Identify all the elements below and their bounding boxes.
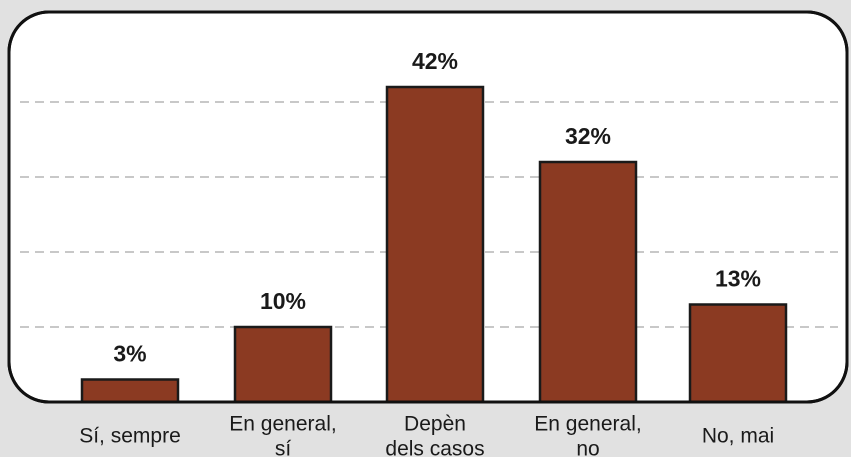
plot-border	[7, 10, 849, 404]
x-tick-label: No, mai	[702, 425, 774, 448]
x-tick-label: En general, no	[534, 412, 641, 457]
bar	[233, 325, 333, 404]
x-tick-label: En general, sí	[229, 412, 336, 457]
bar	[385, 85, 485, 404]
value-label: 3%	[113, 341, 146, 367]
bar	[80, 378, 180, 404]
bar	[688, 303, 788, 404]
value-label: 10%	[260, 288, 306, 314]
value-label: 42%	[412, 48, 458, 74]
value-label: 13%	[715, 266, 761, 292]
x-tick-label: Depèn dels casos	[385, 412, 484, 457]
value-label: 32%	[565, 123, 611, 149]
x-tick-label: Sí, sempre	[79, 425, 181, 448]
bar	[538, 160, 638, 404]
